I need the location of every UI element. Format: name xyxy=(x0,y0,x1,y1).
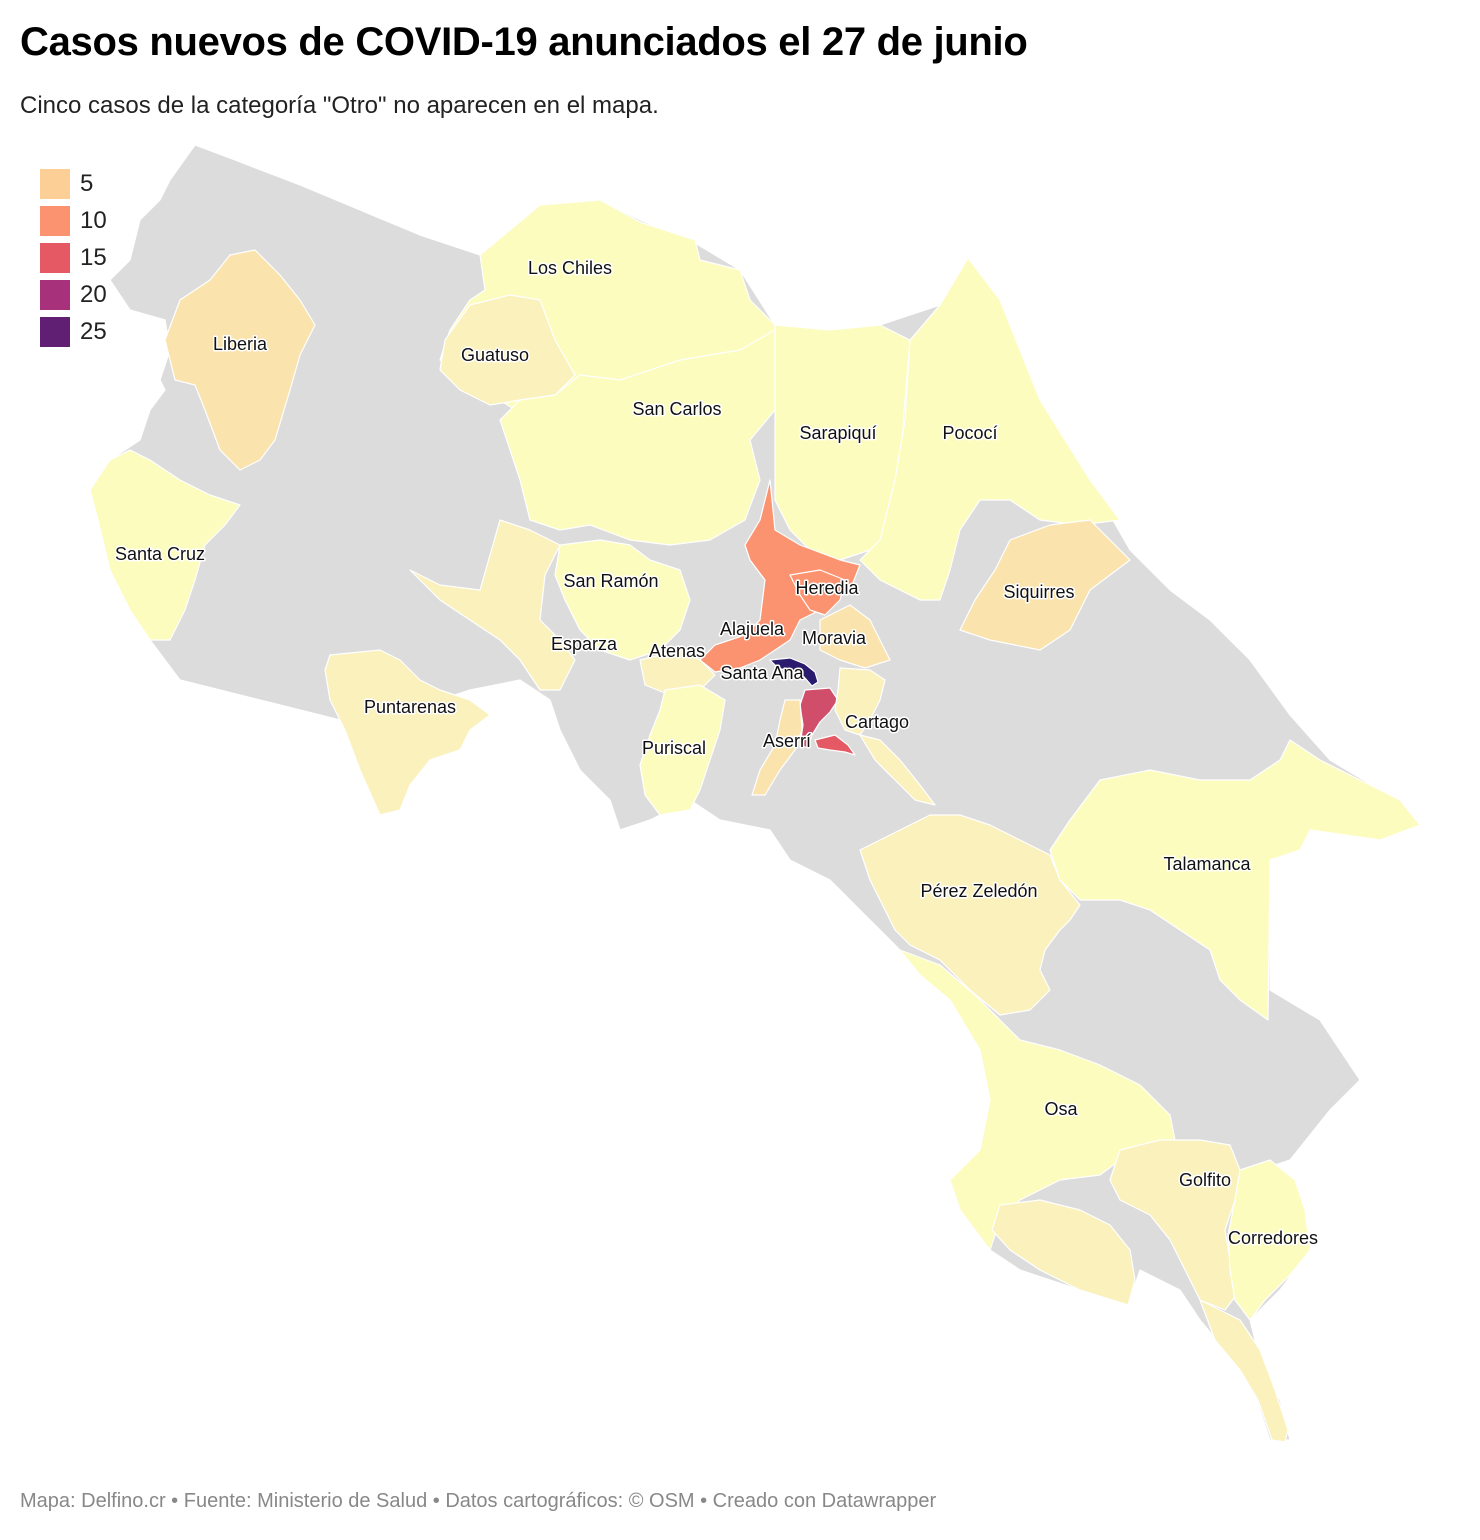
legend-swatch xyxy=(40,242,70,273)
region-santa-cruz xyxy=(89,449,241,641)
map-label-perez-zeledon: Pérez Zeledón xyxy=(920,881,1037,901)
map-label-puntarenas: Puntarenas xyxy=(364,697,456,717)
map-label-alajuela: Alajuela xyxy=(720,619,785,639)
map-svg: Los Chiles Liberia Guatuso San Carlos Sa… xyxy=(89,144,1421,1443)
map-label-golfito: Golfito xyxy=(1179,1170,1231,1190)
legend-swatch xyxy=(40,316,70,347)
region-san-carlos xyxy=(499,329,776,546)
legend-item: 20 xyxy=(40,276,107,313)
map-label-santa-ana: Santa Ana xyxy=(720,663,804,683)
map-label-aserri: Aserrí xyxy=(763,731,811,751)
region-siquirres xyxy=(959,519,1131,651)
region-atenas xyxy=(639,649,716,696)
region-cartago-tail xyxy=(859,734,936,806)
region-heredia xyxy=(789,569,846,616)
map-label-santa-cruz: Santa Cruz xyxy=(115,544,205,564)
legend-item: 10 xyxy=(40,202,107,239)
map-label-talamanca: Talamanca xyxy=(1163,854,1251,874)
chart-title: Casos nuevos de COVID-19 anunciados el 2… xyxy=(20,20,1028,64)
region-moravia xyxy=(819,604,891,669)
legend-swatch xyxy=(40,205,70,236)
map-label-corredores: Corredores xyxy=(1228,1228,1318,1248)
map-label-san-ramon: San Ramón xyxy=(563,571,658,591)
map-label-atenas: Atenas xyxy=(649,641,705,661)
region-liberia xyxy=(164,249,316,471)
legend-swatch xyxy=(40,279,70,310)
map-label-moravia: Moravia xyxy=(802,628,867,648)
region-aserri xyxy=(751,699,803,796)
legend-item: 5 xyxy=(40,165,107,202)
map-label-liberia: Liberia xyxy=(213,334,268,354)
region-alajuela xyxy=(699,479,861,673)
region-pococi xyxy=(859,257,1121,601)
map-label-esparza: Esparza xyxy=(551,634,618,654)
region-san-ramon xyxy=(554,539,691,661)
map-label-sarapiqui: Sarapiquí xyxy=(799,423,876,443)
map-legend: 5 10 15 20 25 xyxy=(40,165,107,350)
map-label-guatuso: Guatuso xyxy=(461,345,529,365)
region-puriscal xyxy=(639,684,726,816)
region-osa xyxy=(899,949,1176,1251)
map-label-puriscal: Puriscal xyxy=(642,738,706,758)
legend-label: 5 xyxy=(80,169,94,197)
legend-label: 20 xyxy=(80,280,107,308)
legend-label: 10 xyxy=(80,206,107,234)
choropleth-map: Los Chiles Liberia Guatuso San Carlos Sa… xyxy=(0,130,1480,1460)
legend-label: 15 xyxy=(80,243,107,271)
legend-item: 15 xyxy=(40,239,107,276)
map-label-osa: Osa xyxy=(1044,1099,1078,1119)
map-label-los-chiles: Los Chiles xyxy=(528,258,612,278)
chart-subtitle: Cinco casos de la categoría "Otro" no ap… xyxy=(20,92,659,119)
map-label-siquirres: Siquirres xyxy=(1003,582,1074,602)
map-label-pococi: Pococí xyxy=(942,423,997,443)
map-label-san-carlos: San Carlos xyxy=(632,399,721,419)
region-desamparados xyxy=(799,687,839,749)
legend-swatch xyxy=(40,168,70,199)
region-osa-peninsula xyxy=(991,1199,1136,1306)
region-cartago xyxy=(834,667,886,736)
region-corredores xyxy=(1227,1159,1311,1321)
map-label-cartago: Cartago xyxy=(845,712,909,732)
region-talamanca xyxy=(1049,739,1421,1021)
region-perez-zeledon xyxy=(859,814,1081,1016)
region-aserri-red xyxy=(814,734,856,756)
legend-label: 25 xyxy=(80,317,107,345)
region-san-jose xyxy=(769,657,819,687)
region-esparza xyxy=(409,519,576,691)
region-puntarenas xyxy=(324,649,491,816)
map-label-heredia: Heredia xyxy=(795,578,859,598)
region-south-tail xyxy=(1199,1299,1289,1443)
legend-item: 25 xyxy=(40,313,107,350)
source-footer: Mapa: Delfino.cr • Fuente: Ministerio de… xyxy=(20,1490,937,1512)
